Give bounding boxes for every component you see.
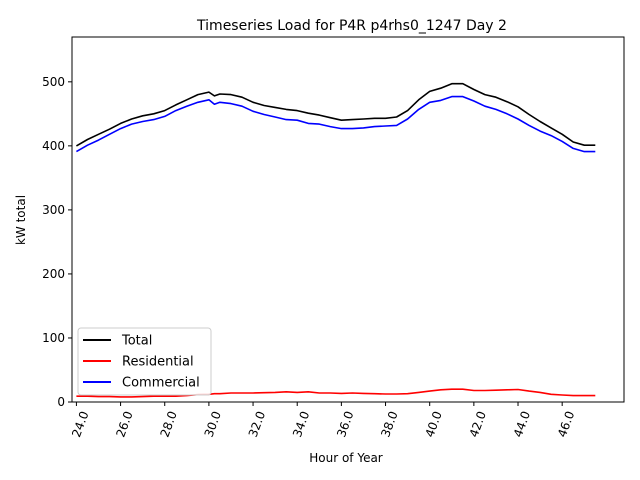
- plot-frame: [71, 36, 625, 403]
- series-layer: [76, 82, 596, 398]
- legend-label: Total: [121, 334, 152, 349]
- series-line-total: [76, 82, 596, 147]
- legend-box: [77, 327, 212, 396]
- y-tick-label: 200: [42, 267, 65, 281]
- y-tick-label: 0: [57, 395, 65, 409]
- legend: Total Residential Commercial: [77, 327, 212, 396]
- y-tick-label: 500: [42, 75, 65, 89]
- y-tick-label: 300: [42, 203, 65, 217]
- y-tick-label: 400: [42, 139, 65, 153]
- chart-title: Timeseries Load for P4R p4rhs0_1247 Day …: [196, 18, 507, 34]
- series-line-residential: [76, 388, 596, 398]
- y-tick-label: 100: [42, 331, 65, 345]
- legend-label: Residential: [122, 355, 194, 370]
- legend-label: Commercial: [122, 376, 200, 391]
- x-axis-label: Hour of Year: [309, 451, 383, 465]
- series-line-commercial: [76, 95, 596, 153]
- y-axis-label: kW total: [14, 195, 28, 245]
